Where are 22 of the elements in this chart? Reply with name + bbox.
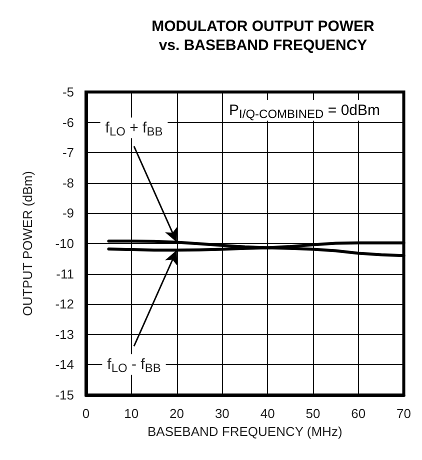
y-tick-label: -5 (62, 84, 74, 100)
y-tick-label: -10 (55, 236, 74, 251)
x-tick-label: 30 (214, 406, 230, 421)
y-axis-title: OUTPUT POWER (dBm) (20, 171, 35, 316)
x-tick-label: 40 (260, 406, 275, 421)
x-tick-label: 70 (396, 406, 412, 421)
chart-title: MODULATOR OUTPUT POWER vs. BASEBAND FREQUENCY (152, 18, 375, 54)
y-tick-label: -15 (55, 388, 74, 402)
x-tick-label: 20 (170, 406, 184, 421)
y-tick-label: -11 (56, 266, 74, 282)
y-tick-label: -8 (62, 175, 74, 190)
y-tick-label: -13 (55, 326, 74, 342)
x-tick-label: 10 (124, 406, 139, 421)
y-tick-label: -14 (55, 357, 74, 372)
x-axis-title: BASEBAND FREQUENCY (MHz) (147, 424, 342, 439)
y-tick-label: -9 (62, 206, 74, 221)
x-tick-label: 0 (82, 406, 90, 421)
y-tick-label: -12 (55, 296, 74, 312)
x-tick-label: 50 (306, 406, 320, 421)
y-tick-label: -6 (62, 114, 74, 130)
x-tick-label: 60 (351, 406, 366, 421)
y-tick-label: -7 (62, 145, 74, 160)
